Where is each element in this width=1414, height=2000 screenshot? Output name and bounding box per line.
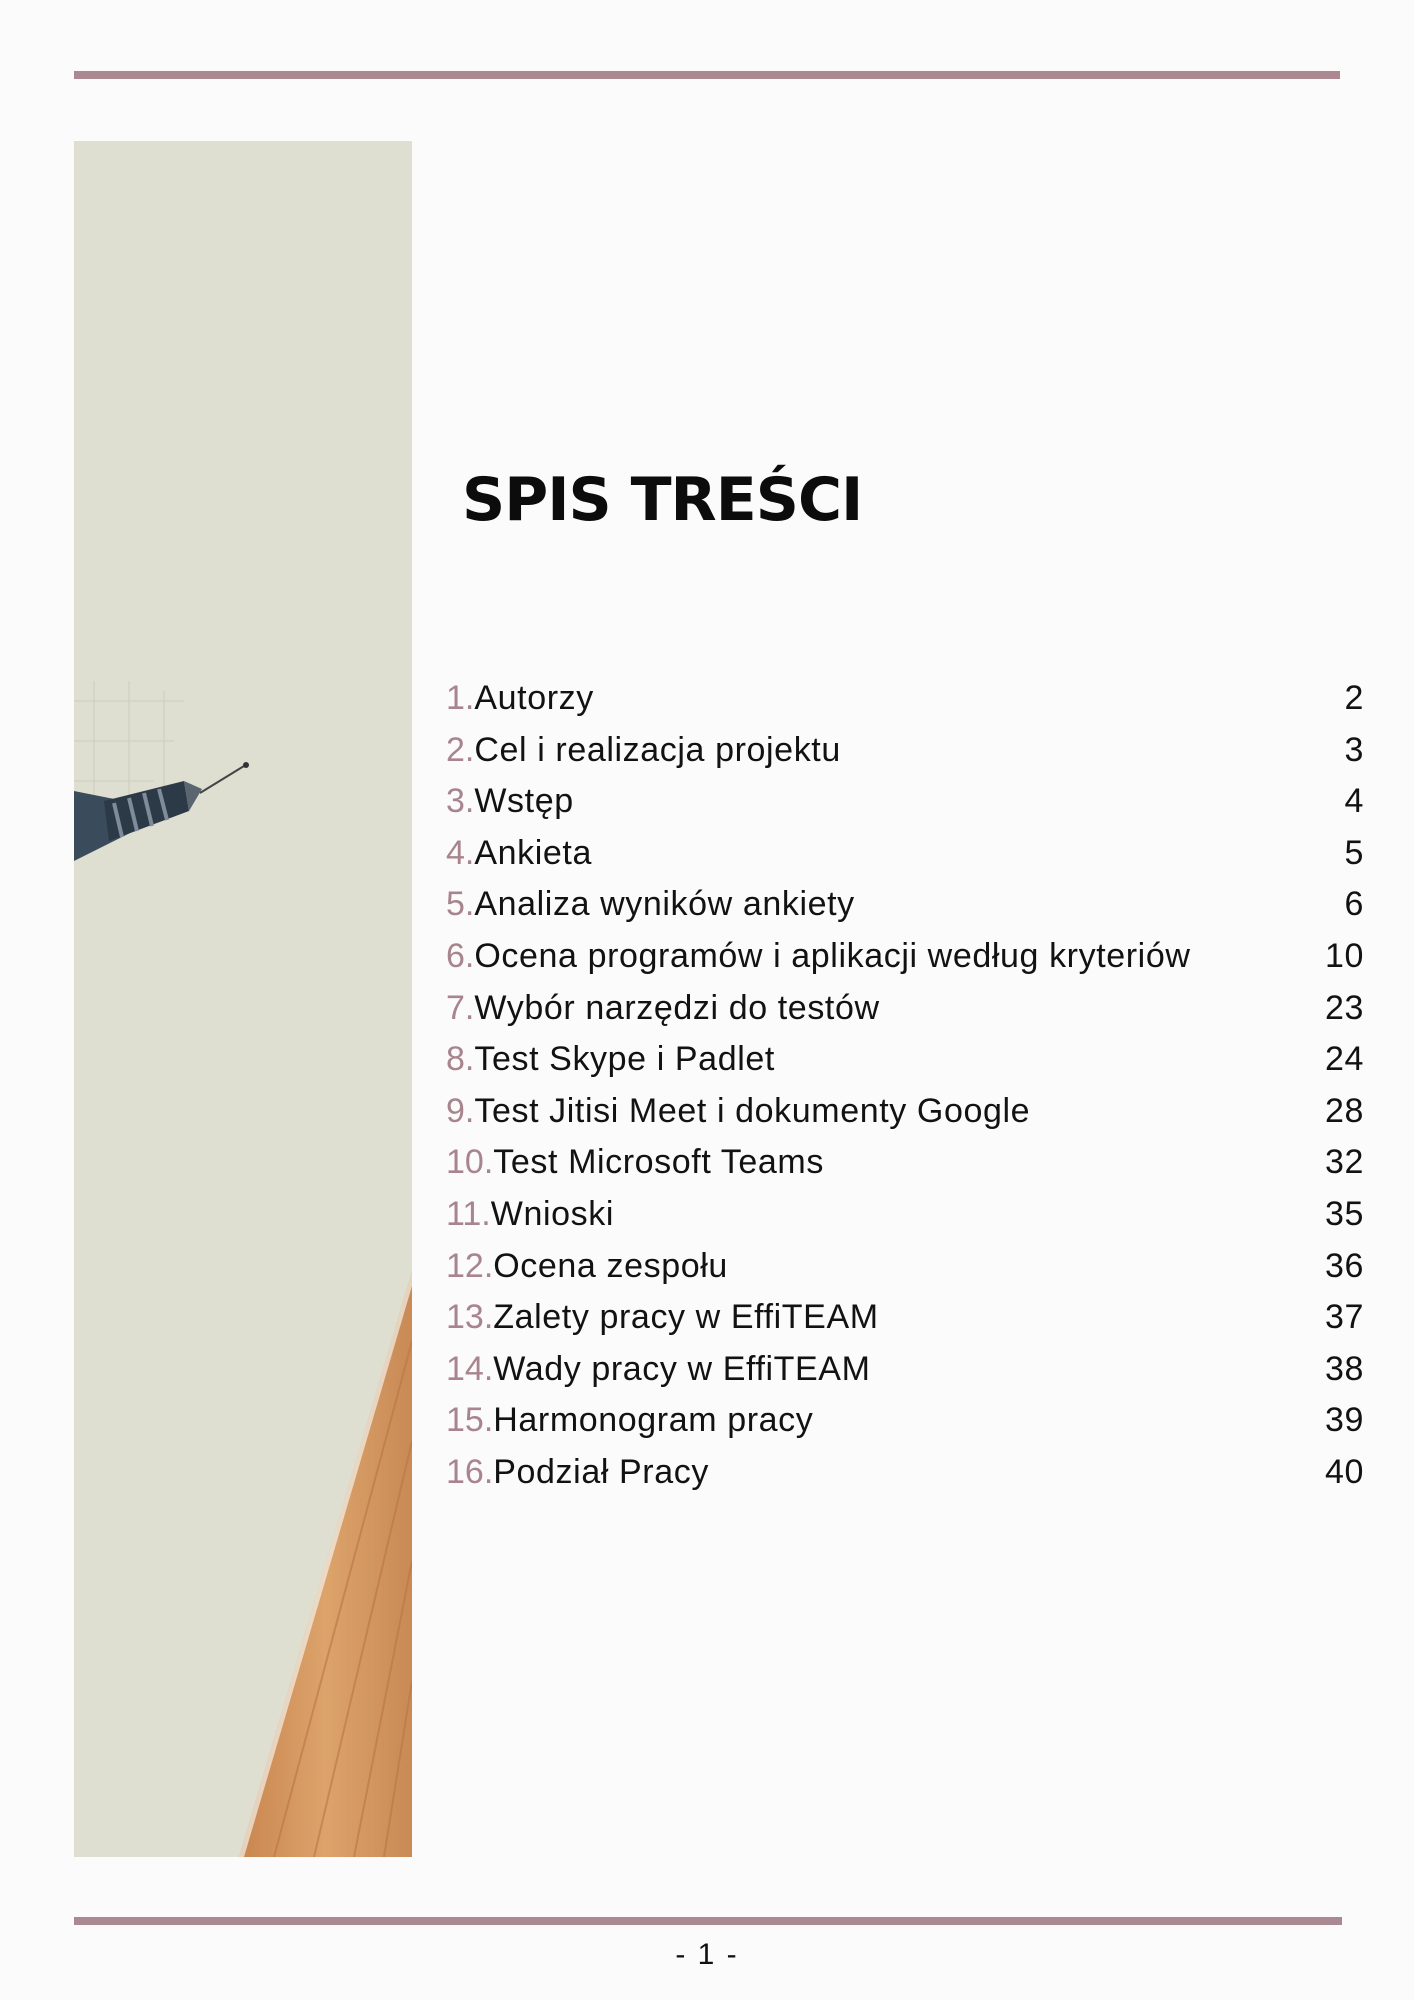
toc-item-number: 10. [446,1143,494,1182]
toc-item-autorzy[interactable]: 1. Autorzy 2 [446,673,1364,725]
toc-item-test-jitisi[interactable]: 9. Test Jitisi Meet i dokumenty Google 28 [446,1086,1364,1138]
toc-item-test-skype[interactable]: 8. Test Skype i Padlet 24 [446,1034,1364,1086]
toc-item-harmonogram[interactable]: 15. Harmonogram pracy 39 [446,1395,1364,1447]
toc-item-label[interactable]: Wstęp [474,782,574,821]
toc-item-number: 13. [446,1298,494,1337]
toc-item-number: 8. [446,1040,475,1079]
toc-item-label[interactable]: Wady pracy w EffiTEAM [493,1349,871,1388]
toc-item-label[interactable]: Test Microsoft Teams [493,1143,824,1182]
toc-item-page: 24 [1324,1040,1364,1079]
toc-item-ankieta[interactable]: 4. Ankieta 5 [446,828,1364,880]
toc-item-page: 10 [1324,936,1364,975]
toc-item-number: 3. [446,782,475,821]
toc-item-page: 32 [1324,1143,1364,1182]
toc-item-number: 9. [446,1091,475,1130]
toc-item-page: 6 [1344,885,1364,924]
toc-item-page: 37 [1324,1298,1364,1337]
pen-illustration [74,681,412,1857]
bottom-divider [74,1917,1342,1925]
toc-item-number: 11. [446,1194,491,1233]
toc-item-test-teams[interactable]: 10. Test Microsoft Teams 32 [446,1137,1364,1189]
toc-item-wybor-narzedzi[interactable]: 7. Wybór narzędzi do testów 23 [446,983,1364,1035]
page-title: SPIS TREŚCI [462,465,863,535]
decorative-photo [74,141,412,1857]
toc-item-number: 14. [446,1349,494,1388]
toc-item-label[interactable]: Harmonogram pracy [493,1401,814,1440]
page-number: - 1 - [675,1938,739,1971]
toc-item-page: 28 [1324,1091,1364,1130]
toc-item-label[interactable]: Podział Pracy [493,1452,709,1491]
toc-item-label[interactable]: Zalety pracy w EffiTEAM [493,1298,879,1337]
toc-item-analiza[interactable]: 5. Analiza wyników ankiety 6 [446,879,1364,931]
toc-item-label[interactable]: Ocena programów i aplikacji według kryte… [474,936,1191,975]
toc-item-page: 2 [1344,679,1364,717]
toc-item-number: 1. [446,679,475,717]
toc-item-number: 16. [446,1452,494,1491]
toc-item-page: 40 [1324,1452,1364,1491]
toc-item-label[interactable]: Analiza wyników ankiety [474,885,855,924]
toc-item-label[interactable]: Test Skype i Padlet [474,1040,775,1079]
toc-item-ocena-programow[interactable]: 6. Ocena programów i aplikacji według kry… [446,931,1364,983]
toc-item-number: 6. [446,936,475,975]
toc-item-page: 35 [1324,1194,1364,1233]
toc-item-page: 23 [1324,988,1364,1027]
toc-item-podzial-pracy[interactable]: 16. Podział Pracy 40 [446,1447,1364,1499]
toc-item-number: 2. [446,730,475,769]
toc-item-label[interactable]: Wnioski [490,1194,614,1233]
toc-item-page: 4 [1344,782,1364,821]
top-divider [74,71,1340,79]
toc-item-wady[interactable]: 14. Wady pracy w EffiTEAM 38 [446,1344,1364,1396]
toc-item-number: 15. [446,1401,494,1440]
toc-item-page: 3 [1344,730,1364,769]
toc-item-page: 36 [1324,1246,1364,1285]
toc-item-label[interactable]: Cel i realizacja projektu [474,730,841,769]
toc-item-wnioski[interactable]: 11. Wnioski 35 [446,1189,1364,1241]
toc-item-page: 39 [1324,1401,1364,1440]
toc-item-label[interactable]: Ocena zespołu [493,1246,728,1285]
toc-item-number: 7. [446,988,475,1027]
toc-item-label[interactable]: Test Jitisi Meet i dokumenty Google [474,1091,1031,1130]
table-of-contents: 1. Autorzy 2 2. Cel i realizacja projektu 3 … [446,673,1364,1499]
toc-item-number: 5. [446,885,475,924]
toc-item-number: 4. [446,833,475,872]
toc-item-wstep[interactable]: 3. Wstęp 4 [446,776,1364,828]
toc-item-number: 12. [446,1246,494,1285]
toc-item-cel-i-realizacja[interactable]: 2. Cel i realizacja projektu 3 [446,725,1364,777]
toc-item-label[interactable]: Wybór narzędzi do testów [474,988,880,1027]
toc-item-ocena-zespolu[interactable]: 12. Ocena zespołu 36 [446,1241,1364,1293]
toc-item-page: 5 [1344,833,1364,872]
toc-item-page: 38 [1324,1349,1364,1388]
toc-item-zalety[interactable]: 13. Zalety pracy w EffiTEAM 37 [446,1292,1364,1344]
toc-item-label[interactable]: Ankieta [474,833,592,872]
toc-item-label[interactable]: Autorzy [474,679,594,717]
